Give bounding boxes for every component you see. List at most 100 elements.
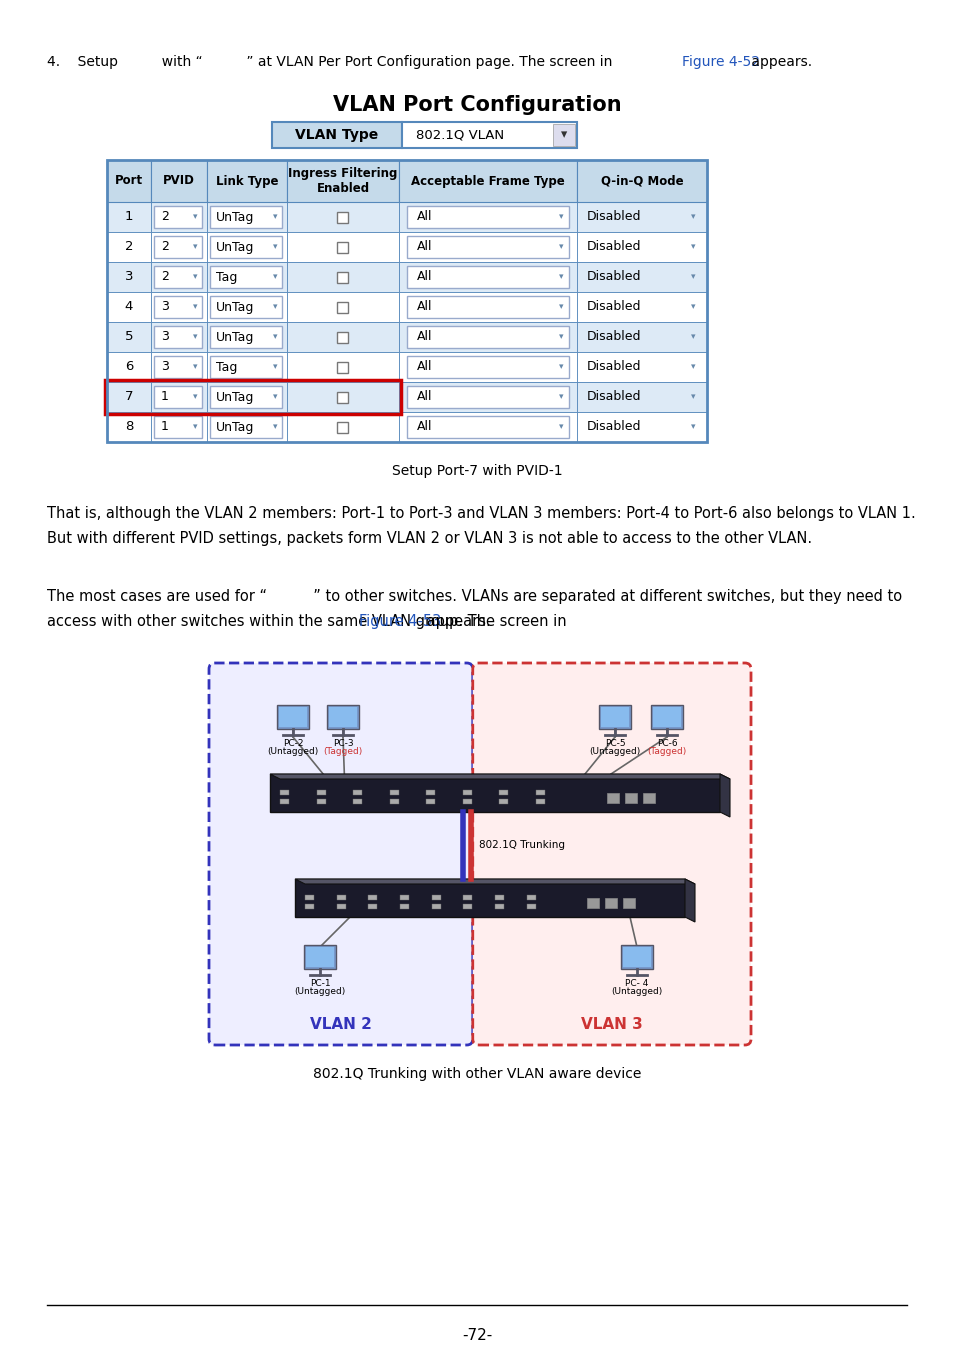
Bar — [462, 790, 472, 795]
Text: 802.1Q Trunking: 802.1Q Trunking — [478, 841, 564, 850]
Bar — [280, 790, 289, 795]
Bar — [620, 945, 652, 969]
Text: All: All — [416, 420, 432, 433]
Bar — [287, 323, 398, 352]
Bar — [272, 122, 401, 148]
Text: Tag: Tag — [215, 270, 237, 284]
Bar — [463, 904, 472, 910]
Text: (Untagged): (Untagged) — [589, 747, 640, 756]
Text: 1: 1 — [161, 390, 169, 404]
Text: All: All — [416, 390, 432, 404]
Text: Figure 4-52: Figure 4-52 — [681, 55, 760, 69]
Bar — [495, 895, 503, 900]
Text: (Untagged): (Untagged) — [267, 747, 318, 756]
Bar — [398, 382, 577, 412]
Text: 3: 3 — [161, 331, 169, 343]
Text: UnTag: UnTag — [215, 331, 254, 343]
Bar — [577, 232, 706, 262]
Text: PC- 4: PC- 4 — [624, 979, 648, 988]
Bar — [210, 266, 282, 288]
Bar — [107, 232, 151, 262]
Bar — [407, 296, 568, 319]
Text: Figure 4-53: Figure 4-53 — [358, 614, 441, 629]
Text: ▾: ▾ — [558, 423, 562, 432]
Bar — [398, 323, 577, 352]
Text: ▾: ▾ — [690, 273, 695, 282]
Bar — [153, 386, 202, 408]
Bar — [399, 904, 409, 910]
Text: 1: 1 — [161, 420, 169, 433]
Text: ▾: ▾ — [690, 243, 695, 251]
Text: (Tagged): (Tagged) — [647, 747, 686, 756]
Text: ▾: ▾ — [690, 363, 695, 371]
Polygon shape — [684, 879, 695, 922]
Bar — [151, 202, 207, 232]
Text: 4: 4 — [125, 301, 133, 313]
Bar — [577, 382, 706, 412]
Bar — [207, 161, 287, 202]
Text: All: All — [416, 301, 432, 313]
Bar — [389, 799, 398, 805]
Text: ▾: ▾ — [558, 243, 562, 251]
Bar — [276, 705, 309, 729]
Bar — [368, 904, 377, 910]
Text: 5: 5 — [125, 331, 133, 343]
Bar — [605, 898, 617, 907]
Bar — [577, 262, 706, 292]
Text: Disabled: Disabled — [586, 420, 640, 433]
Bar — [337, 212, 348, 223]
Text: UnTag: UnTag — [215, 390, 254, 404]
Text: All: All — [416, 360, 432, 374]
Polygon shape — [294, 879, 695, 884]
Bar — [305, 895, 314, 900]
Bar — [353, 790, 362, 795]
Bar — [287, 412, 398, 441]
Bar — [398, 262, 577, 292]
Text: ▾: ▾ — [193, 363, 197, 371]
Text: (Untagged): (Untagged) — [611, 987, 662, 996]
Text: 7: 7 — [125, 390, 133, 404]
Bar — [151, 323, 207, 352]
Bar — [607, 792, 618, 802]
Text: ▾: ▾ — [690, 332, 695, 342]
Bar — [426, 790, 435, 795]
Text: All: All — [416, 240, 432, 254]
Bar — [151, 382, 207, 412]
Bar — [407, 236, 568, 258]
Bar — [337, 242, 348, 252]
Bar — [153, 416, 202, 437]
Text: ▾: ▾ — [558, 393, 562, 401]
Bar — [305, 904, 314, 910]
Bar — [426, 799, 435, 805]
Bar — [650, 705, 682, 729]
Bar — [287, 352, 398, 382]
Bar — [329, 707, 356, 728]
Bar — [407, 356, 568, 378]
Bar — [107, 352, 151, 382]
Bar — [337, 392, 348, 402]
Bar — [407, 266, 568, 288]
Bar — [207, 323, 287, 352]
Bar — [368, 895, 377, 900]
Bar — [598, 705, 630, 729]
Text: appears.: appears. — [746, 55, 811, 69]
Text: Disabled: Disabled — [586, 301, 640, 313]
Bar — [432, 895, 440, 900]
Text: Disabled: Disabled — [586, 360, 640, 374]
Bar — [107, 262, 151, 292]
Bar — [210, 325, 282, 348]
Bar — [107, 161, 706, 441]
Text: access with other switches within the same VLAN group. The screen in: access with other switches within the sa… — [47, 614, 571, 629]
Text: ▾: ▾ — [558, 212, 562, 221]
Bar — [316, 790, 325, 795]
Bar — [287, 262, 398, 292]
Bar — [107, 412, 151, 441]
Polygon shape — [720, 774, 729, 817]
Text: Port: Port — [114, 174, 143, 188]
Bar — [107, 292, 151, 323]
Bar — [652, 707, 680, 728]
Bar — [207, 262, 287, 292]
Bar — [401, 122, 577, 148]
Text: Ingress Filtering
Enabled: Ingress Filtering Enabled — [288, 167, 397, 194]
Text: That is, although the VLAN 2 members: Port-1 to Port-3 and VLAN 3 members: Port-: That is, although the VLAN 2 members: Po… — [47, 506, 915, 521]
